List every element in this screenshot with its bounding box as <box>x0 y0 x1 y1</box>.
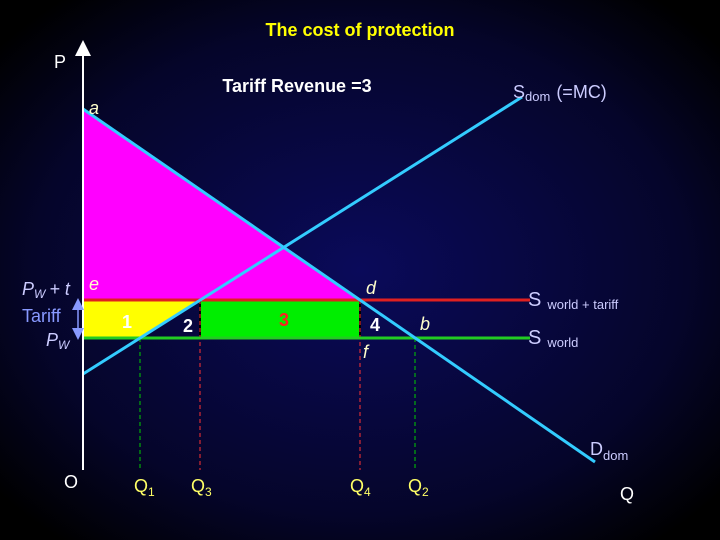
point-b: b <box>420 314 430 334</box>
quantity-label: Q4 <box>350 476 371 499</box>
area-label: 4 <box>370 315 380 335</box>
supply-label: Sdom (=MC) <box>513 82 607 104</box>
label-sub: world <box>546 335 578 350</box>
label-sub: 2 <box>422 485 429 499</box>
label-sub: W <box>34 287 47 301</box>
point-d: d <box>366 278 377 298</box>
origin-label: O <box>64 472 78 492</box>
label-sub: W <box>58 338 71 352</box>
subtitle: Tariff Revenue =3 <box>222 76 371 96</box>
label-suffix: + t <box>49 279 71 299</box>
label-main: P <box>22 279 34 299</box>
label-sub: dom <box>525 89 550 104</box>
label-main: Q <box>134 476 148 496</box>
label-main: S <box>513 82 525 102</box>
area-1 <box>83 300 200 338</box>
point-a: a <box>89 98 99 118</box>
label-sub: 3 <box>205 485 212 499</box>
label-suffix: (=MC) <box>556 82 607 102</box>
point-f: f <box>363 342 370 362</box>
label-sub: 1 <box>148 485 155 499</box>
label-main: D <box>590 439 603 459</box>
area-label: 1 <box>122 312 132 332</box>
demand-curve <box>82 107 596 464</box>
label-sub: 4 <box>364 485 371 499</box>
label-main: P <box>46 330 58 350</box>
quantity-label: Q1 <box>134 476 155 499</box>
x-axis-label: Q <box>620 484 634 504</box>
label-sub: dom <box>603 448 628 463</box>
world-price-label: PW <box>46 330 71 352</box>
point-e: e <box>89 274 99 294</box>
quantity-guides <box>139 300 416 470</box>
title: The cost of protection <box>266 20 455 40</box>
label-main: S <box>528 327 541 349</box>
quantity-label: Q3 <box>191 476 212 499</box>
label-main: S <box>528 289 541 311</box>
tariff-price-label: PW + t <box>22 279 71 301</box>
label-main: Q <box>350 476 364 496</box>
demand-label: Ddom <box>590 439 628 463</box>
label-main: Q <box>191 476 205 496</box>
area-label: 2 <box>183 316 193 336</box>
area-label: 3 <box>279 310 289 330</box>
supply-curve <box>82 95 523 376</box>
quantity-label: Q2 <box>408 476 429 499</box>
label-sub: world + tariff <box>546 297 618 312</box>
tariff-label: Tariff <box>22 306 62 326</box>
label-main: Q <box>408 476 422 496</box>
y-axis-label: P <box>54 52 66 72</box>
